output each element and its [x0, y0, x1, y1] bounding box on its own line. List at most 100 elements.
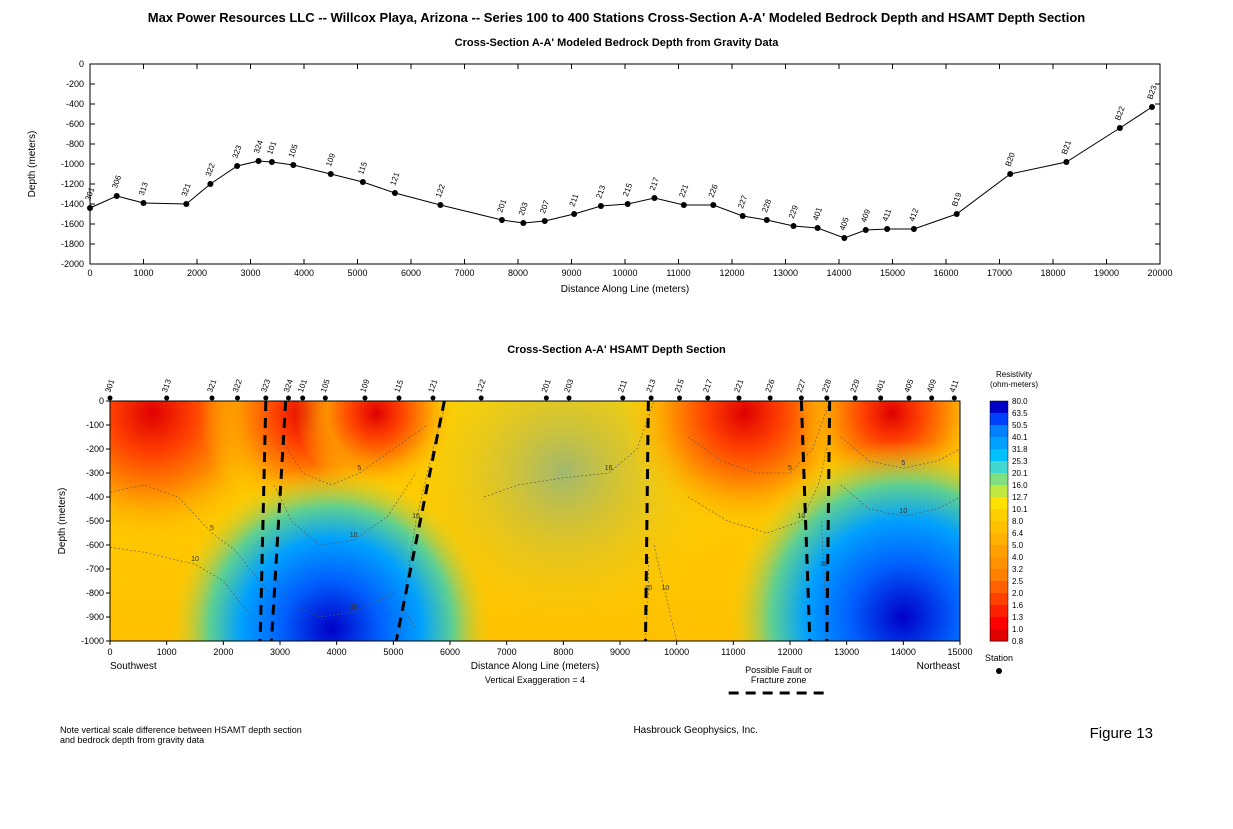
station-label: 221 [732, 378, 745, 394]
station-marker [269, 159, 275, 165]
xtick-label: 9000 [610, 647, 630, 657]
station-marker [768, 396, 773, 401]
ytick-label: -1000 [61, 159, 84, 169]
station-label: 324 [282, 378, 295, 394]
station-label: 201 [540, 378, 553, 394]
station-label: 228 [820, 378, 833, 394]
station-marker [878, 396, 883, 401]
colorbar-label: 1.3 [1012, 613, 1024, 622]
station-marker [907, 396, 912, 401]
contour-label: 10 [350, 532, 358, 539]
station-marker [544, 396, 549, 401]
station-label: 229 [849, 378, 862, 394]
station-label: 101 [265, 140, 278, 156]
station-label: 109 [358, 378, 371, 394]
station-marker [263, 396, 268, 401]
station-marker [863, 227, 869, 233]
station-label: 313 [160, 378, 173, 394]
colorbar-swatch [990, 497, 1008, 510]
station-marker [164, 396, 169, 401]
xtick-label: 15000 [947, 647, 972, 657]
xtick-label: 7000 [454, 268, 474, 278]
station-label: 215 [673, 378, 686, 394]
colorbar-swatch [990, 485, 1008, 498]
colorbar-label: 63.5 [1012, 409, 1028, 418]
ytick-label: -400 [86, 492, 104, 502]
station-marker [323, 396, 328, 401]
ne-label: Northeast [917, 661, 961, 672]
station-legend-marker [996, 668, 1002, 674]
bedrock-line [90, 107, 1152, 238]
station-label: 207 [538, 199, 551, 215]
ytick-label: 0 [99, 396, 104, 406]
xtick-label: 8000 [553, 647, 573, 657]
station-marker [392, 190, 398, 196]
station-label: 322 [204, 162, 217, 178]
colorbar-swatch [990, 401, 1008, 414]
xtick-label: 5000 [347, 268, 367, 278]
xtick-label: 1000 [133, 268, 153, 278]
ytick-label: -1400 [61, 199, 84, 209]
station-marker [397, 396, 402, 401]
contour-label: 5 [901, 460, 905, 467]
station-label: 301 [103, 378, 116, 394]
xtick-label: 9000 [561, 268, 581, 278]
station-label: 101 [296, 378, 309, 394]
sw-label: Southwest [110, 661, 157, 672]
station-marker [737, 396, 742, 401]
contour-label: 10 [797, 513, 805, 520]
station-marker [740, 213, 746, 219]
colorbar-label: 5.0 [1012, 541, 1024, 550]
station-marker [542, 218, 548, 224]
station-label: 313 [137, 181, 150, 197]
station-marker [256, 158, 262, 164]
colorbar-swatch [990, 473, 1008, 486]
station-label: 203 [517, 201, 530, 217]
station-label: 109 [324, 152, 337, 168]
colorbar-label: 16.0 [1012, 481, 1028, 490]
colorbar-label: 31.8 [1012, 445, 1028, 454]
xaxis-label: Distance Along Line (meters) [561, 284, 689, 295]
xtick-label: 2000 [187, 268, 207, 278]
station-marker [710, 202, 716, 208]
station-marker [431, 396, 436, 401]
colorbar-label: 1.0 [1012, 625, 1024, 634]
station-label: 217 [648, 176, 661, 192]
ytick-label: -300 [86, 468, 104, 478]
colorbar-swatch [990, 425, 1008, 438]
contour-label: 30 [350, 604, 358, 611]
station-marker [567, 396, 572, 401]
xtick-label: 0 [107, 647, 112, 657]
ytick-label: -600 [86, 540, 104, 550]
colorbar-label: 0.8 [1012, 637, 1024, 646]
station-label: 323 [231, 144, 244, 160]
station-label: 211 [568, 192, 581, 208]
xtick-label: 10000 [612, 268, 637, 278]
ytick-label: 0 [79, 59, 84, 69]
xtick-label: 0 [87, 268, 92, 278]
station-label: 323 [259, 378, 272, 394]
contour-label: 10 [661, 585, 669, 592]
xtick-label: 16000 [933, 268, 958, 278]
station-marker [620, 396, 625, 401]
contour-label: 5 [210, 525, 214, 532]
contour-label: 5 [788, 465, 792, 472]
xtick-label: 10000 [664, 647, 689, 657]
xtick-label: 4000 [294, 268, 314, 278]
station-label: 121 [388, 171, 401, 187]
xtick-label: 12000 [777, 647, 802, 657]
ytick-label: -600 [66, 119, 84, 129]
station-marker [929, 396, 934, 401]
contour-label: 10 [899, 508, 907, 515]
colorbar-swatch [990, 593, 1008, 606]
xtick-label: 15000 [880, 268, 905, 278]
colorbar-label: 1.6 [1012, 601, 1024, 610]
station-label: B22 [1113, 105, 1127, 122]
station-label: 226 [764, 378, 777, 394]
station-marker [141, 200, 147, 206]
colorbar-swatch [990, 521, 1008, 534]
xtick-label: 18000 [1040, 268, 1065, 278]
station-label: 401 [874, 378, 887, 394]
xtick-label: 6000 [440, 647, 460, 657]
station-marker [207, 181, 213, 187]
